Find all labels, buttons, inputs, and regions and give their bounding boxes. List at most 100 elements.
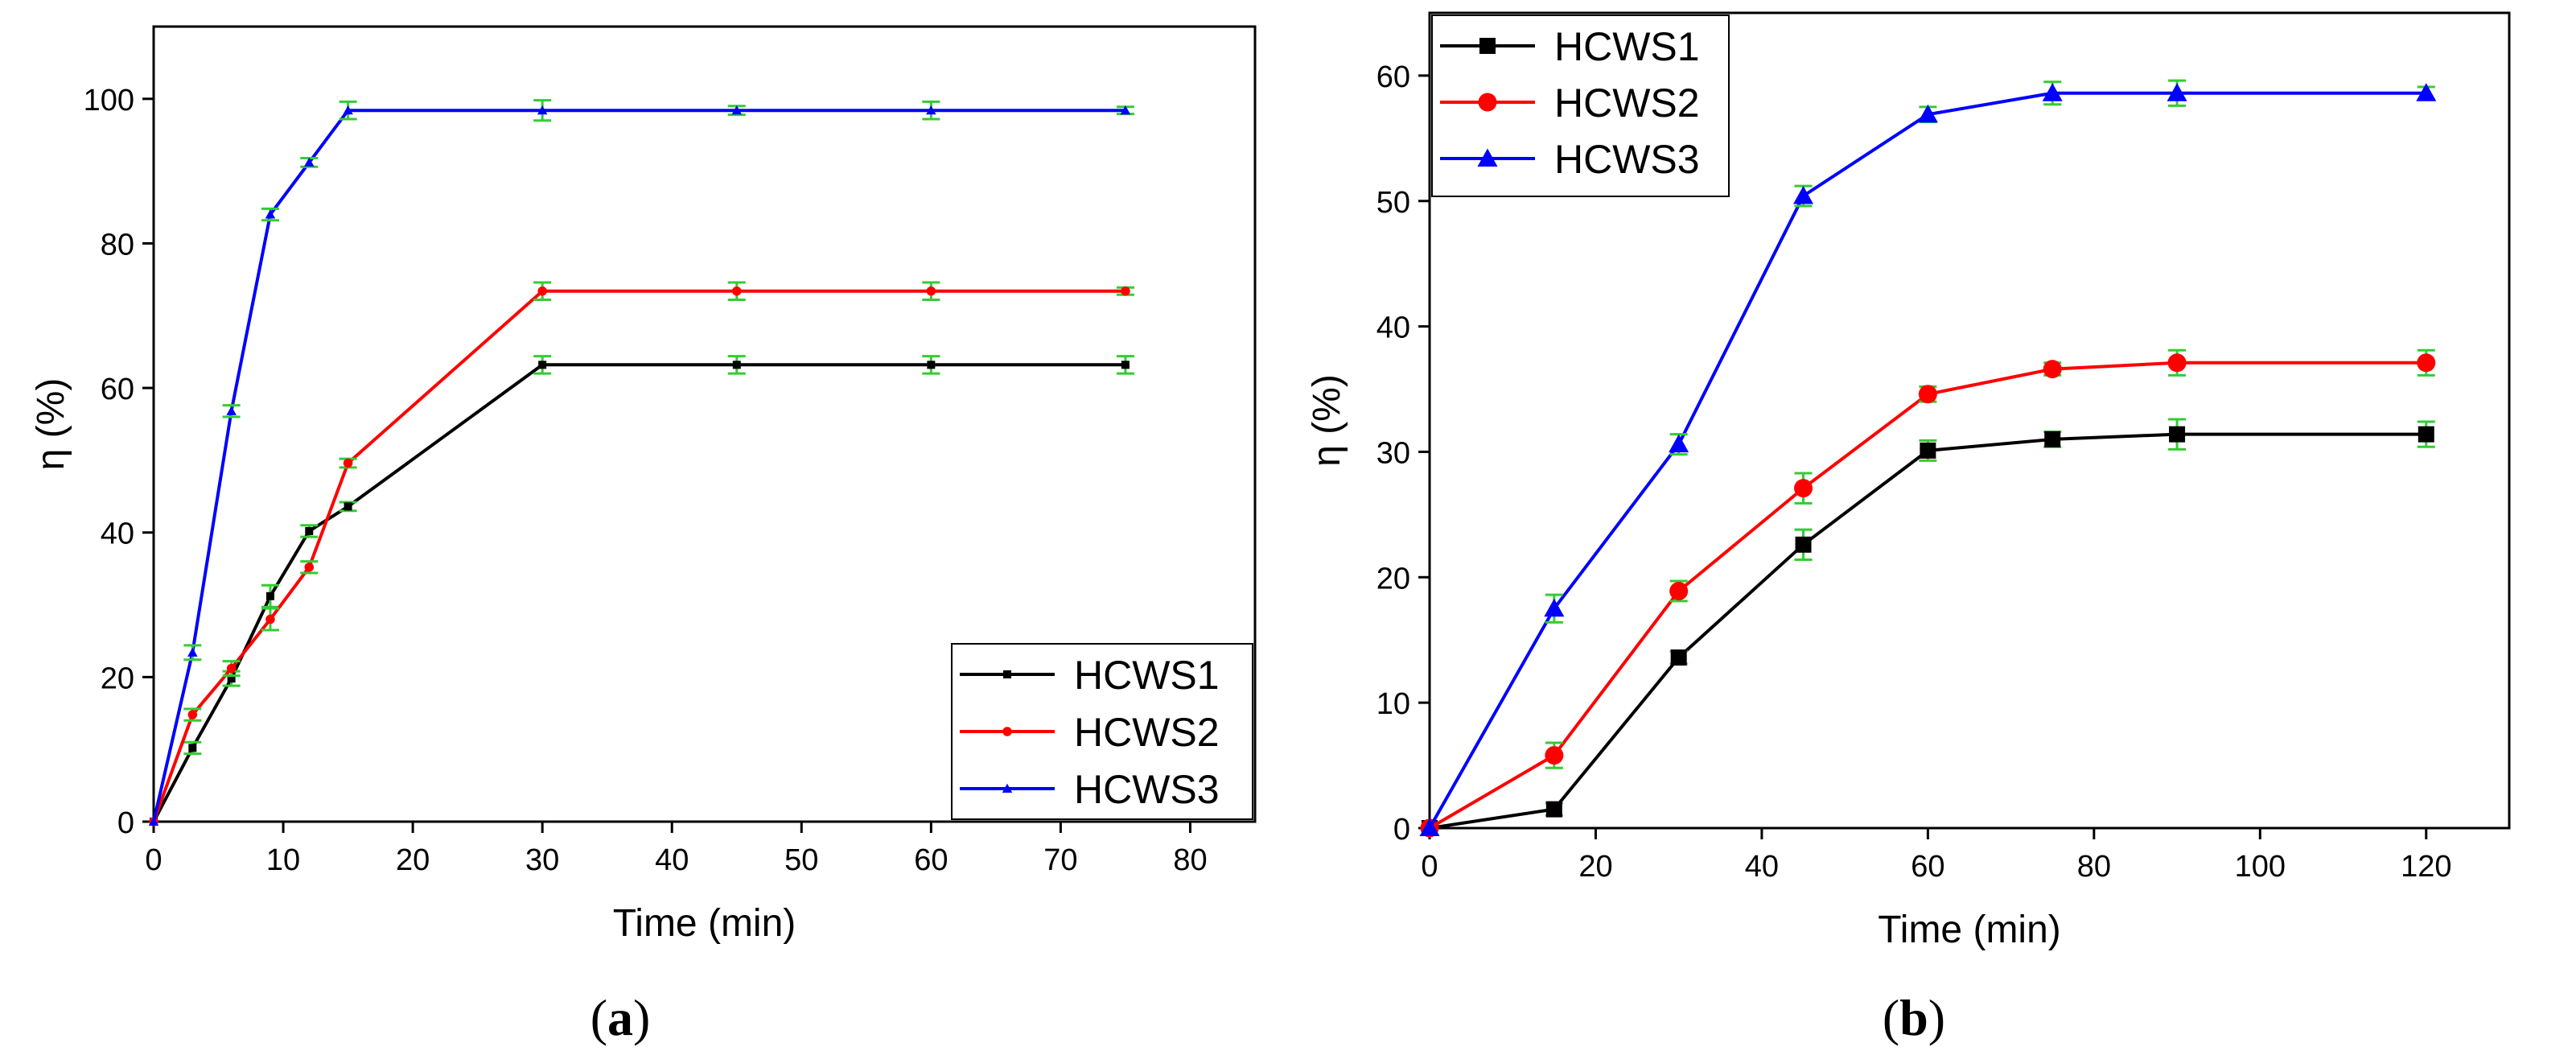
- x-tick-label: 10: [266, 843, 300, 877]
- y-axis-label: η (%): [30, 378, 72, 471]
- y-tick-label: 10: [1376, 687, 1410, 721]
- x-tick-label: 50: [784, 843, 818, 877]
- data-point: [1121, 286, 1130, 296]
- y-tick-label: 40: [1376, 311, 1410, 345]
- legend-label: HCWS1: [1554, 24, 1700, 69]
- x-tick-label: 80: [2077, 850, 2111, 884]
- legend-item-hcws2: HCWS2: [960, 710, 1220, 755]
- series-hcws1: [1422, 418, 2435, 836]
- x-tick-label: 20: [1578, 850, 1612, 884]
- data-point: [926, 286, 936, 296]
- data-point: [304, 563, 315, 572]
- data-point: [265, 614, 275, 624]
- data-point: [1419, 818, 1440, 836]
- legend-marker: [1002, 727, 1012, 736]
- data-point: [304, 157, 315, 167]
- series-hcws3: [148, 99, 1134, 826]
- data-point: [1121, 361, 1130, 369]
- data-point: [187, 710, 198, 719]
- series-line: [1428, 361, 2426, 830]
- data-point: [2169, 426, 2186, 443]
- x-tick-label: 20: [396, 843, 430, 877]
- data-point: [343, 105, 353, 115]
- data-point: [226, 406, 237, 415]
- chart-panel-a: 0 10 20 30 40 50 60 70 80 0 20 40 60 80 100 Time (min) η…: [30, 25, 1257, 945]
- data-point: [1669, 434, 1689, 453]
- data-point: [265, 209, 276, 219]
- data-point: [344, 502, 352, 511]
- y-tick-label: 0: [1393, 813, 1410, 847]
- x-axis-label: Time (min): [613, 902, 796, 945]
- data-point: [1920, 442, 1936, 459]
- data-point: [732, 361, 741, 369]
- series-line: [152, 289, 1125, 822]
- x-tick-label: 100: [2235, 850, 2286, 884]
- data-point: [1918, 385, 1937, 404]
- data-point: [1120, 105, 1131, 115]
- legend-label: HCWS1: [1074, 653, 1220, 698]
- legend-marker: [1477, 148, 1498, 167]
- data-point: [731, 105, 743, 115]
- legend-label: HCWS2: [1074, 710, 1220, 755]
- legend-item-hcws3: HCWS3: [1440, 137, 1700, 182]
- caption-a-letter: a: [607, 989, 633, 1046]
- data-point: [927, 361, 936, 369]
- legend-marker: [1002, 783, 1013, 793]
- plot-frame: [152, 25, 1257, 823]
- legend-label: HCWS3: [1074, 767, 1220, 812]
- x-tick-label: 60: [1911, 850, 1944, 884]
- y-tick-label: 40: [101, 517, 134, 551]
- x-tick-label: 120: [2401, 850, 2451, 884]
- legend-item-hcws3: HCWS3: [960, 767, 1220, 812]
- legend-item-hcws1: HCWS1: [960, 653, 1220, 698]
- y-tick-label: 100: [84, 84, 134, 117]
- legend-label: HCWS3: [1554, 137, 1700, 182]
- x-tick-label: 40: [655, 843, 689, 877]
- x-tick-label: 0: [1421, 850, 1438, 884]
- data-point: [2044, 431, 2061, 447]
- data-point: [1544, 598, 1565, 617]
- y-tick-label: 0: [117, 806, 134, 840]
- data-point: [188, 744, 197, 752]
- data-point: [2042, 83, 2063, 101]
- x-axis-label: Time (min): [1878, 909, 2061, 951]
- y-tick-label: 80: [101, 228, 134, 262]
- series-hcws2: [149, 281, 1134, 826]
- data-point: [148, 816, 159, 826]
- chart-panel-b: 0 20 40 60 80 100 120 0 10 20 30 40 50 60 Time (min) η …: [1306, 11, 2511, 951]
- data-point: [1545, 746, 1564, 765]
- x-tick-label: 70: [1043, 843, 1077, 877]
- data-point: [538, 361, 547, 369]
- legend-item-hcws2: HCWS2: [1440, 80, 1700, 126]
- x-tick-label: 60: [914, 843, 948, 877]
- data-point: [2417, 353, 2436, 373]
- series-line: [152, 109, 1125, 822]
- caption-b-letter: b: [1899, 989, 1928, 1046]
- data-point: [187, 647, 198, 657]
- y-tick-label: 60: [1376, 60, 1410, 94]
- plot-frame: [1428, 11, 2511, 830]
- x-tick-label: 0: [145, 843, 162, 877]
- x-tick-label: 80: [1173, 843, 1207, 877]
- legend: HCWS1 HCWS2 HCWS3: [1431, 14, 1730, 197]
- legend-item-hcws1: HCWS1: [1440, 24, 1700, 69]
- y-tick-label: 20: [101, 662, 134, 695]
- y-tick-label: 30: [1376, 436, 1410, 470]
- legend: HCWS1 HCWS2 HCWS3: [951, 643, 1253, 820]
- data-point: [343, 458, 353, 468]
- y-tick-label: 20: [1376, 562, 1410, 596]
- data-point: [537, 286, 547, 296]
- series-line: [1428, 91, 2426, 829]
- data-point: [1545, 801, 1562, 818]
- data-point: [2167, 353, 2187, 373]
- series-hcws2: [1420, 348, 2436, 838]
- caption-b: (b): [1883, 989, 1945, 1046]
- series-hcws3: [1419, 79, 2437, 836]
- legend-marker: [1478, 93, 1497, 112]
- data-point: [732, 286, 742, 296]
- data-point: [1917, 104, 1938, 123]
- data-point: [226, 663, 237, 674]
- x-tick-label: 40: [1745, 850, 1779, 884]
- y-tick-label: 60: [101, 373, 134, 406]
